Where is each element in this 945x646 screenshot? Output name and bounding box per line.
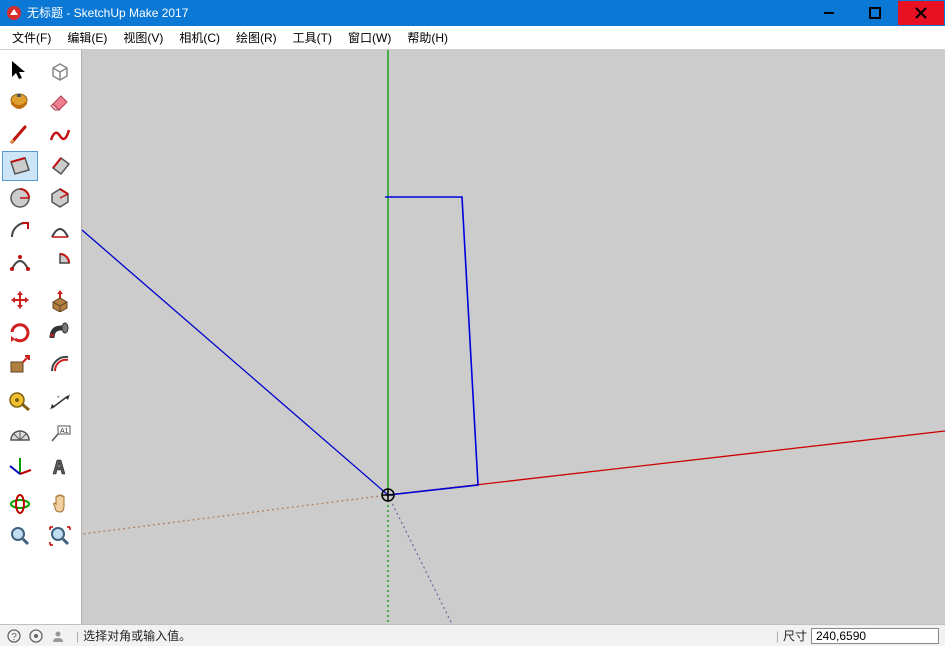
tool-push-pull[interactable] — [42, 285, 78, 315]
tool-select[interactable] — [2, 55, 38, 85]
status-prompt: 选择对角或输入值。 — [83, 627, 191, 644]
menu-camera[interactable]: 相机(C) — [171, 27, 228, 49]
tool-rotate[interactable] — [2, 317, 38, 347]
toolbar: * A1 — [0, 50, 82, 624]
tool-eraser[interactable] — [42, 87, 78, 117]
tool-rotated-rectangle[interactable] — [42, 151, 78, 181]
tool-pan[interactable] — [42, 489, 78, 519]
tool-offset[interactable] — [42, 349, 78, 379]
tool-move[interactable] — [2, 285, 38, 315]
menu-view[interactable]: 视图(V) — [115, 27, 171, 49]
window-controls — [806, 1, 944, 25]
tool-circle[interactable] — [2, 183, 38, 213]
svg-text:A1: A1 — [60, 428, 69, 435]
tool-tape-measure[interactable] — [2, 387, 38, 417]
menu-window[interactable]: 窗口(W) — [340, 27, 399, 49]
tool-scale[interactable] — [2, 349, 38, 379]
tool-line[interactable] — [2, 119, 38, 149]
menu-file[interactable]: 文件(F) — [4, 27, 59, 49]
main-area: * A1 — [0, 50, 945, 624]
maximize-button[interactable] — [852, 1, 898, 25]
tool-dimension[interactable]: * — [42, 387, 78, 417]
tool-text[interactable]: A1 — [42, 419, 78, 449]
minimize-button[interactable] — [806, 1, 852, 25]
menu-edit[interactable]: 编辑(E) — [59, 27, 115, 49]
tool-2point-arc[interactable] — [42, 215, 78, 245]
tool-3point-arc[interactable] — [2, 247, 38, 277]
dimensions-input[interactable] — [811, 628, 939, 644]
tool-axes[interactable] — [2, 451, 38, 481]
tool-zoom[interactable] — [2, 521, 38, 551]
svg-text:?: ? — [11, 632, 17, 643]
tool-protractor[interactable] — [2, 419, 38, 449]
window-title: 无标题 - SketchUp Make 2017 — [27, 0, 806, 26]
status-bar: ? | 选择对角或输入值。 | 尺寸 — [0, 624, 945, 646]
title-bar: 无标题 - SketchUp Make 2017 — [0, 0, 945, 26]
tool-freehand[interactable] — [42, 119, 78, 149]
status-separator: | — [76, 629, 79, 643]
tool-orbit[interactable] — [2, 489, 38, 519]
svg-text:*: * — [57, 396, 60, 402]
user-icon[interactable] — [50, 628, 66, 644]
tool-polygon[interactable] — [42, 183, 78, 213]
status-separator-2: | — [776, 629, 779, 643]
dimensions-label: 尺寸 — [783, 627, 807, 644]
tool-zoom-extents[interactable] — [42, 521, 78, 551]
help-icon[interactable]: ? — [6, 628, 22, 644]
tool-pie[interactable] — [42, 247, 78, 277]
tool-make-component[interactable] — [42, 55, 78, 85]
menu-help[interactable]: 帮助(H) — [399, 27, 456, 49]
tool-3d-text[interactable] — [42, 451, 78, 481]
viewport[interactable] — [82, 50, 945, 624]
menu-draw[interactable]: 绘图(R) — [228, 27, 285, 49]
tool-follow-me[interactable] — [42, 317, 78, 347]
close-button[interactable] — [898, 1, 944, 25]
menu-tools[interactable]: 工具(T) — [285, 27, 340, 49]
tool-rectangle[interactable] — [2, 151, 38, 181]
info-icon[interactable] — [28, 628, 44, 644]
menu-bar: 文件(F) 编辑(E) 视图(V) 相机(C) 绘图(R) 工具(T) 窗口(W… — [0, 26, 945, 50]
app-icon — [6, 5, 22, 21]
tool-paint-bucket[interactable] — [2, 87, 38, 117]
tool-arc[interactable] — [2, 215, 38, 245]
